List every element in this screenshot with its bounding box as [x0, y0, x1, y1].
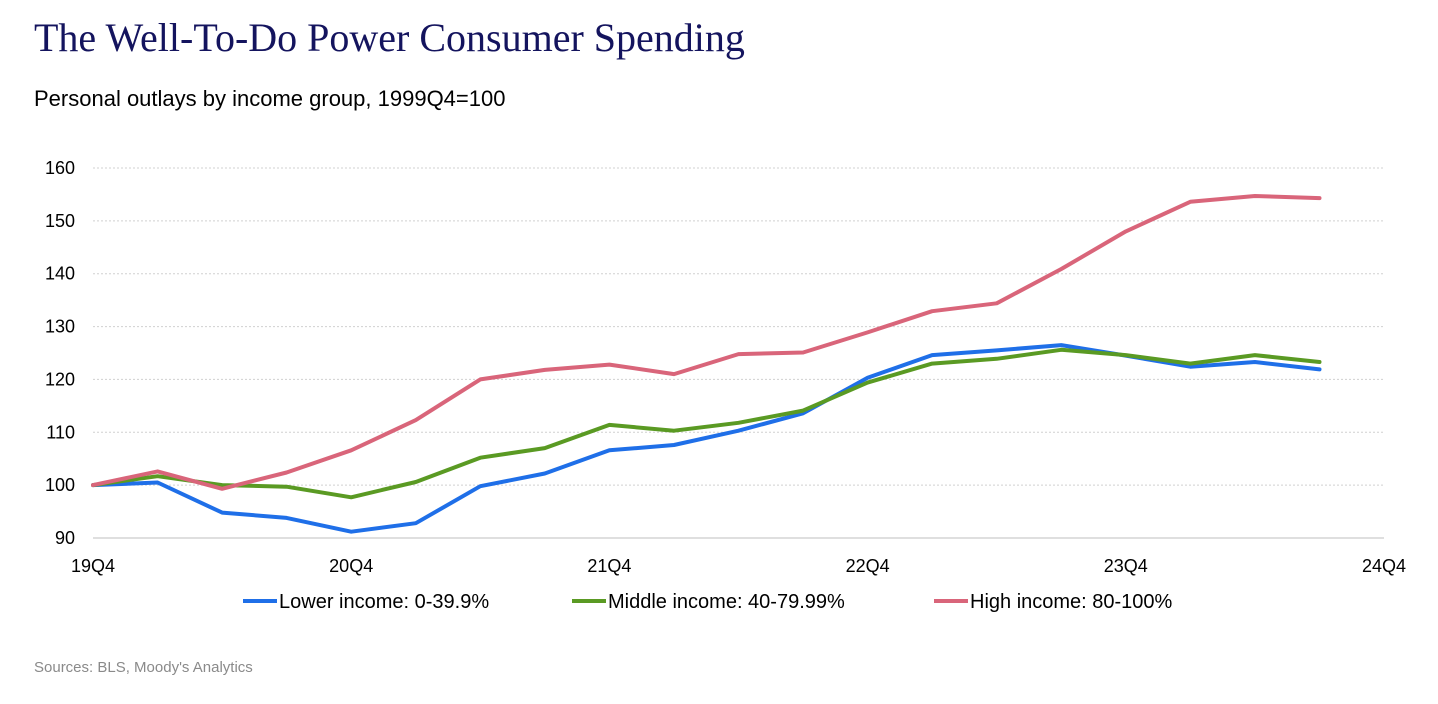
y-tick-label: 140 — [45, 264, 75, 284]
x-tick-label: 20Q4 — [329, 556, 373, 576]
legend-label-2: Middle income: 40-79.99% — [608, 591, 845, 613]
series-line-3 — [91, 194, 1322, 491]
y-tick-label: 110 — [46, 422, 75, 442]
y-tick-label: 120 — [45, 369, 75, 389]
chart-subtitle: Personal outlays by income group, 1999Q4… — [34, 86, 506, 111]
chart-title: The Well-To-Do Power Consumer Spending — [34, 15, 745, 60]
y-axis-ticks: 90 100 110 120 130 140 150 160 — [45, 158, 75, 548]
y-tick-label: 130 — [45, 317, 75, 337]
series-line-1 — [91, 343, 1322, 534]
x-tick-label: 19Q4 — [71, 556, 115, 576]
legend-label-3: High income: 80-100% — [970, 591, 1173, 613]
x-tick-label: 22Q4 — [846, 556, 890, 576]
series-lines — [91, 194, 1322, 534]
source-note: Sources: BLS, Moody's Analytics — [34, 659, 253, 676]
legend: Lower income: 0-39.9% Middle income: 40-7… — [243, 591, 1173, 613]
legend-label-1: Lower income: 0-39.9% — [279, 591, 489, 613]
x-tick-label: 23Q4 — [1104, 556, 1148, 576]
x-axis-ticks: 19Q4 20Q4 21Q4 22Q4 23Q4 24Q4 — [71, 556, 1406, 576]
y-tick-label: 150 — [45, 211, 75, 231]
y-tick-label: 100 — [45, 475, 75, 495]
y-tick-label: 160 — [45, 158, 75, 178]
series-line-2 — [91, 347, 1322, 500]
x-tick-label: 21Q4 — [587, 556, 631, 576]
y-tick-label: 90 — [55, 528, 75, 548]
x-tick-label: 24Q4 — [1362, 556, 1406, 576]
